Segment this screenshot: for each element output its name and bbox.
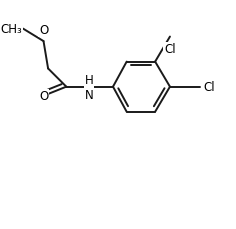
Text: O: O — [39, 24, 48, 37]
Text: Cl: Cl — [164, 43, 176, 56]
Text: H
N: H N — [85, 73, 93, 101]
Text: CH₃: CH₃ — [0, 23, 22, 36]
Text: O: O — [39, 90, 48, 103]
Text: Cl: Cl — [204, 81, 215, 94]
